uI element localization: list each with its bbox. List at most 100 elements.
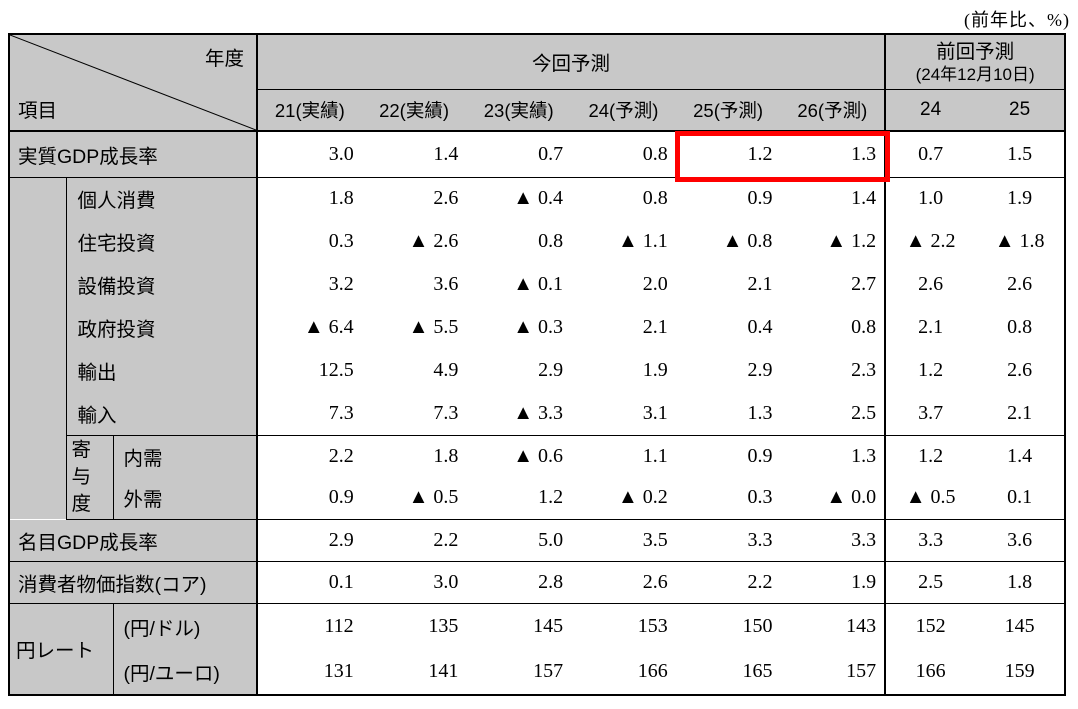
prev-value-cell: 159 bbox=[1004, 660, 1035, 682]
value-cell: 0.9 bbox=[257, 477, 362, 520]
value-cell: 3.5 bbox=[571, 519, 676, 562]
value-cell: 157 bbox=[780, 649, 887, 695]
row-label: 個人消費 bbox=[65, 177, 258, 220]
prev-year-col-header: 25 bbox=[975, 89, 1066, 132]
value-cell: 2.1 bbox=[642, 316, 668, 338]
row-label: 輸入 bbox=[65, 392, 258, 436]
value-cell: 2.9 bbox=[747, 359, 773, 381]
value-cell: 2.7 bbox=[780, 263, 887, 306]
value-cell: 0.8 bbox=[571, 131, 676, 178]
year-col-header: 26(予測) bbox=[780, 89, 887, 132]
value-cell: 0.9 bbox=[747, 187, 773, 210]
prev-value-cell: 1.4 bbox=[1007, 444, 1033, 467]
year-col-header: 22(実績) bbox=[361, 89, 467, 132]
value-cell: ▲ 0.0 bbox=[780, 477, 887, 520]
value-cell: 0.3 bbox=[675, 477, 781, 520]
prev-value-cell: 3.7 bbox=[885, 392, 976, 436]
year-axis-label: 年度 bbox=[204, 48, 244, 70]
value-cell: 153 bbox=[637, 614, 668, 637]
prev-value-cell: 1.5 bbox=[975, 131, 1066, 178]
value-cell: 0.8 bbox=[780, 306, 887, 349]
year-col-header: 25(予測) bbox=[675, 89, 781, 132]
value-cell: 0.8 bbox=[642, 187, 668, 210]
value-cell: 0.9 bbox=[747, 444, 773, 467]
value-cell: 1.4 bbox=[361, 131, 467, 178]
row-label: 消費者物価指数(コア) bbox=[9, 561, 258, 604]
value-cell: 1.9 bbox=[642, 359, 668, 381]
value-cell: ▲ 1.2 bbox=[780, 220, 887, 263]
row-label: (円/ユーロ) bbox=[113, 649, 258, 695]
value-cell-highlighted: 1.2 bbox=[675, 131, 781, 178]
row-label: 内需 bbox=[113, 435, 258, 477]
row-label: 住宅投資 bbox=[65, 220, 258, 263]
prev-value-cell: 0.1 bbox=[975, 477, 1066, 520]
prev-value-cell: ▲ 1.8 bbox=[994, 230, 1045, 252]
value-cell: 2.1 bbox=[747, 273, 773, 295]
value-cell: 2.5 bbox=[780, 392, 887, 436]
value-cell: 141 bbox=[428, 660, 459, 682]
value-cell: 12.5 bbox=[318, 359, 354, 381]
value-cell: 3.3 bbox=[675, 519, 781, 562]
prev-value-cell: 0.8 bbox=[1007, 316, 1033, 338]
value-cell: 2.0 bbox=[642, 273, 668, 295]
value-cell: 3.3 bbox=[780, 519, 887, 562]
prev-value-cell: 1.2 bbox=[918, 444, 944, 467]
prev-value-cell: ▲ 2.2 bbox=[905, 230, 956, 252]
value-cell: 3.0 bbox=[361, 561, 467, 604]
value-cell: 166 bbox=[637, 660, 668, 682]
value-cell: 157 bbox=[533, 660, 564, 682]
prev-value-cell: 1.8 bbox=[975, 561, 1066, 604]
value-cell-highlighted: 1.3 bbox=[780, 131, 887, 178]
value-cell: ▲ 0.8 bbox=[722, 230, 773, 252]
value-cell: 165 bbox=[742, 660, 773, 682]
value-cell: ▲ 0.1 bbox=[513, 273, 564, 295]
prev-value-cell: 2.1 bbox=[975, 392, 1066, 436]
prev-value-cell: 2.5 bbox=[885, 561, 976, 604]
previous-forecast-date: (24年12月10日) bbox=[915, 64, 1035, 84]
current-forecast-header: 今回予測 bbox=[257, 34, 887, 90]
value-cell: 2.9 bbox=[257, 519, 362, 562]
prev-value-cell: ▲ 0.5 bbox=[885, 477, 976, 520]
value-cell: 2.8 bbox=[466, 561, 572, 604]
value-cell: 4.9 bbox=[433, 359, 459, 381]
year-col-header: 21(実績) bbox=[257, 89, 362, 132]
previous-forecast-header: 前回予測 (24年12月10日) bbox=[885, 34, 1066, 90]
value-cell: 2.2 bbox=[361, 519, 467, 562]
corner-cell: 年度 項目 bbox=[9, 34, 258, 132]
value-cell: ▲ 2.6 bbox=[408, 230, 459, 252]
row-label: 外需 bbox=[113, 477, 258, 520]
value-cell: ▲ 0.3 bbox=[513, 316, 564, 338]
value-cell: ▲ 3.3 bbox=[466, 392, 572, 436]
row-label: 実質GDP成長率 bbox=[9, 131, 258, 178]
value-cell: 0.7 bbox=[466, 131, 572, 178]
value-cell: 1.3 bbox=[780, 435, 887, 477]
value-cell: 1.2 bbox=[466, 477, 572, 520]
value-cell: 1.8 bbox=[328, 187, 354, 210]
value-cell: 143 bbox=[780, 603, 887, 649]
value-cell: ▲ 6.4 bbox=[303, 316, 354, 338]
value-cell: 0.4 bbox=[747, 316, 773, 338]
value-cell: 2.2 bbox=[328, 444, 354, 467]
value-cell: 0.8 bbox=[538, 230, 564, 252]
value-cell: 1.9 bbox=[780, 561, 887, 604]
row-label: 名目GDP成長率 bbox=[9, 519, 258, 562]
yen-rate-group-label: 円レート bbox=[9, 603, 114, 695]
prev-value-cell: 1.0 bbox=[918, 187, 944, 210]
value-cell: 131 bbox=[323, 660, 354, 682]
row-label: 輸出 bbox=[65, 349, 258, 392]
value-cell: 3.0 bbox=[257, 131, 362, 178]
value-cell: 135 bbox=[428, 614, 459, 637]
prev-value-cell: 152 bbox=[915, 614, 946, 637]
value-cell: ▲ 0.6 bbox=[513, 444, 564, 467]
prev-value-cell: 3.3 bbox=[885, 519, 976, 562]
row-label: (円/ドル) bbox=[113, 603, 258, 649]
value-cell: 0.3 bbox=[328, 230, 354, 252]
value-cell: 1.8 bbox=[433, 444, 459, 467]
value-cell: 2.2 bbox=[675, 561, 781, 604]
value-cell: 145 bbox=[533, 614, 564, 637]
value-cell: 2.3 bbox=[780, 349, 887, 392]
diagonal-line bbox=[10, 35, 256, 130]
prev-value-cell: 2.6 bbox=[1007, 273, 1033, 295]
value-cell: 0.1 bbox=[257, 561, 362, 604]
previous-forecast-title: 前回予測 bbox=[936, 40, 1015, 63]
